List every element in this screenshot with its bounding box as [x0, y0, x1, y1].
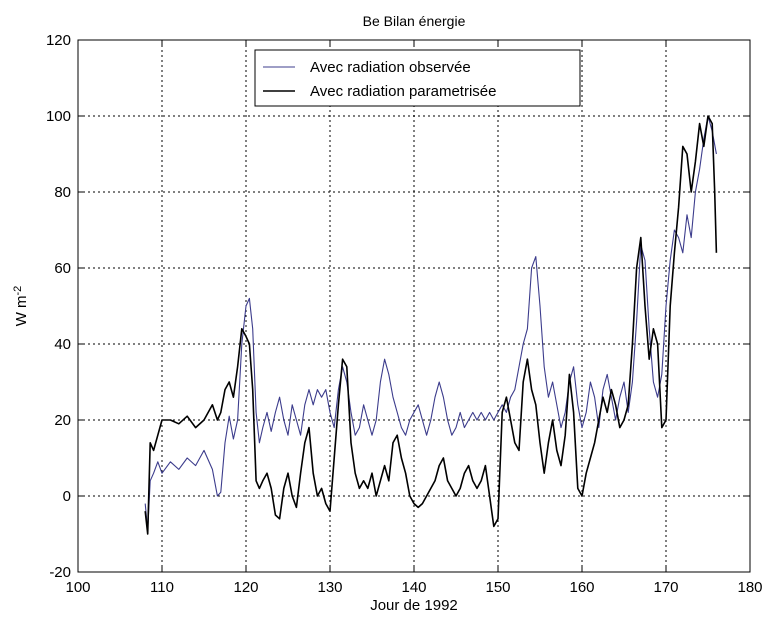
- legend-label-parametrised: Avec radiation parametrisée: [310, 83, 497, 100]
- x-tick-label: 120: [233, 579, 258, 596]
- legend-label-observed: Avec radiation observée: [310, 59, 471, 76]
- y-tick-label: 80: [54, 184, 71, 201]
- series-line-observed: [144, 115, 717, 531]
- x-tick-label: 130: [317, 579, 342, 596]
- legend: Avec radiation observée Avec radiation p…: [254, 49, 581, 107]
- legend-box: [254, 49, 581, 107]
- x-tick-label: 160: [569, 579, 594, 596]
- series-line-parametrised: [144, 115, 718, 535]
- x-tick-label: 140: [401, 579, 426, 596]
- y-tick-label: 40: [54, 336, 71, 353]
- axis-ticks: 100 110 120 130 140 150 160 170 180 -20 0 20 40 60 80 1…: [46, 32, 762, 596]
- y-tick-label: 100: [46, 108, 71, 125]
- y-axis-label: W m-2: [12, 286, 30, 327]
- x-tick-label: 100: [65, 579, 90, 596]
- y-tick-label: -20: [49, 564, 71, 581]
- x-tick-label: 110: [150, 579, 174, 596]
- x-tick-label: 180: [737, 579, 762, 596]
- series-lines: [144, 115, 718, 535]
- y-tick-label: 20: [54, 412, 71, 429]
- x-tick-label: 170: [653, 579, 678, 596]
- y-tick-label: 60: [54, 260, 71, 277]
- x-tick-label: 150: [485, 579, 510, 596]
- y-tick-label: 0: [63, 488, 71, 505]
- y-tick-label: 120: [46, 32, 71, 49]
- x-axis-label: Jour de 1992: [370, 597, 458, 614]
- chart-title: Be Bilan énergie: [363, 13, 466, 29]
